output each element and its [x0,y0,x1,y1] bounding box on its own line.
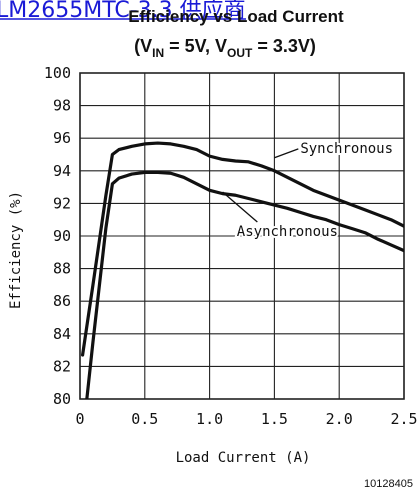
series-line-asynchronous [85,170,404,399]
y-axis-label: Efficiency (%) [8,191,24,309]
y-tick-label: 80 [53,390,71,408]
annotation-leader-line [222,191,258,223]
y-tick-label: 88 [53,260,71,278]
y-tick-label: 100 [44,64,71,82]
y-tick-label: 84 [53,325,71,343]
y-tick-label: 98 [53,97,71,115]
plot-frame [79,72,405,400]
chart-title: Efficiency vs Load Current [128,7,344,26]
y-tick-label: 94 [53,162,71,180]
y-tick-label: 82 [53,357,71,375]
x-tick-label: 1.0 [196,410,223,428]
chart-annotations: Synchronous Asynchronous [222,139,395,242]
x-tick-label: 2.0 [326,410,353,428]
annotation-label: Synchronous [300,141,393,157]
x-tick-label: 0.5 [131,410,158,428]
annotation-label: Asynchronous [237,224,338,240]
chart-grid [79,72,405,400]
x-axis-label: Load Current (A) [176,450,311,466]
x-tick-label: 0 [75,410,84,428]
x-tick-label: 1.5 [261,410,288,428]
y-tick-label: 86 [53,292,71,310]
subtitle-close: = 3.3V) [252,36,316,56]
subtitle-vout-sub: OUT [227,46,253,60]
series-line-synchronous [80,141,404,357]
annotation-leader-line [274,148,299,159]
figure-id: 10128405 [364,478,413,490]
y-tick-label: 92 [53,194,71,212]
subtitle-mid: = 5V, V [164,36,227,56]
subtitle-vin-sub: IN [152,46,164,60]
chart-subtitle: (VIN = 5V, VOUT = 3.3V) [134,36,316,60]
y-axis-ticks: 80 82 84 86 88 90 92 94 96 98 100 [44,64,71,408]
header-link[interactable]: LM2655MTC-3.3 供应商 [0,0,246,23]
y-tick-label: 90 [53,227,71,245]
x-axis-ticks: 0 0.5 1.0 1.5 2.0 2.5 [75,410,417,428]
y-tick-label: 96 [53,129,71,147]
chart-series [80,141,404,399]
subtitle-open: (V [134,36,152,56]
x-tick-label: 2.5 [390,410,417,428]
